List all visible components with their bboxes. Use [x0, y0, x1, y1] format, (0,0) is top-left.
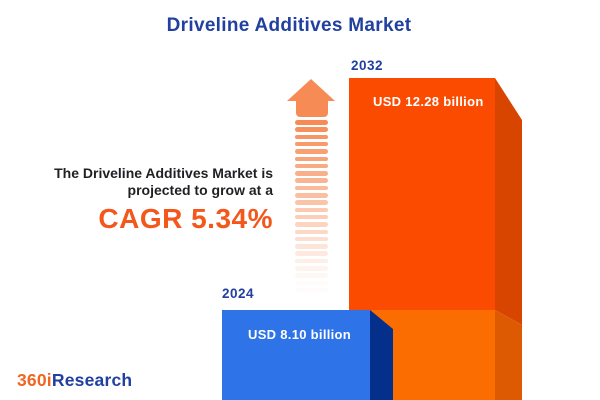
bar-2024-side-face	[370, 310, 393, 400]
bar-2032-side-face	[495, 78, 522, 325]
bar-2032-value-label: USD 12.28 billion	[373, 94, 484, 109]
bar-2024-value-label: USD 8.10 billion	[248, 327, 352, 342]
bar-2032: USD 12.28 billion	[349, 78, 522, 400]
annotation-line-1: The Driveline Additives Market is	[54, 165, 273, 181]
bar-2024-front-face	[222, 310, 370, 400]
bar-2032-side-face-light	[495, 310, 522, 400]
logo-part-360i: 360i	[17, 370, 52, 390]
cagr-value: CAGR 5.34%	[98, 203, 273, 234]
annotation-block: The Driveline Additives Market is projec…	[13, 165, 273, 235]
bar-2032-year-label: 2032	[351, 58, 384, 73]
bar-2024: USD 8.10 billion	[222, 310, 393, 400]
growth-arrow-stripes	[295, 120, 328, 296]
bar-2024-year-label: 2024	[222, 286, 255, 301]
logo-360iresearch: 360iResearch	[17, 370, 132, 391]
bar-2032-front-face	[349, 78, 495, 310]
page-title: Driveline Additives Market	[166, 15, 412, 36]
annotation-line-2: projected to grow at a	[127, 181, 273, 198]
growth-arrow-icon	[287, 79, 335, 101]
growth-arrow-icon	[296, 99, 328, 117]
logo-part-research: Research	[51, 370, 133, 390]
